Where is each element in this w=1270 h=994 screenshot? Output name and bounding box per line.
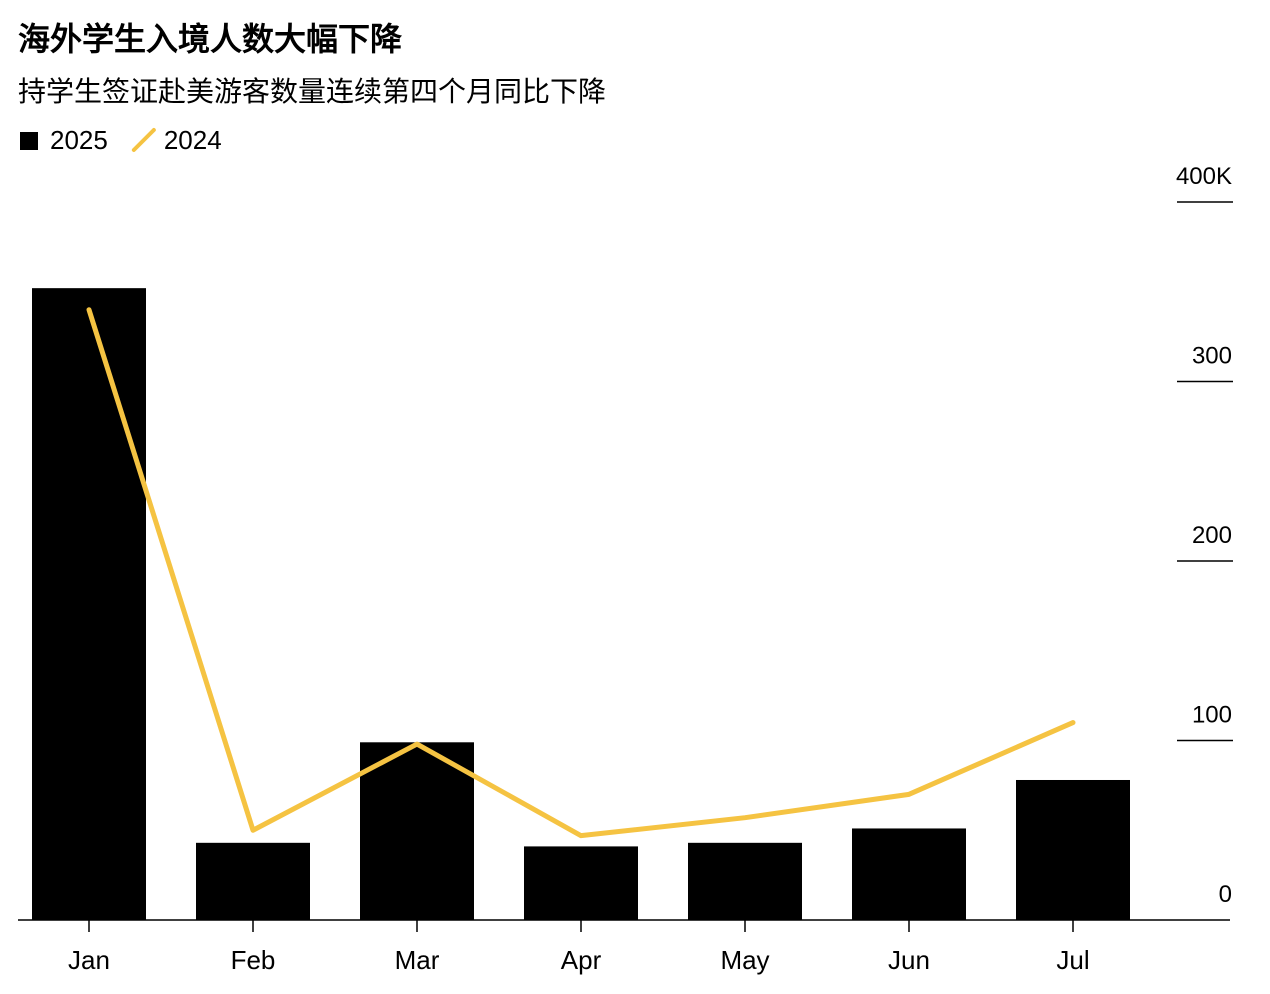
x-tick-label: Jan [68,945,110,975]
x-tick-label: Feb [231,945,276,975]
legend-label: 2024 [164,125,222,155]
bar [524,846,638,920]
legend-swatch [20,132,38,150]
y-tick-label: 200 [1192,522,1232,549]
bar [1016,779,1130,920]
legend-label: 2025 [50,125,108,155]
line [86,307,1076,839]
y-tick-label: 300 [1192,343,1232,370]
y-tick-label: 400K [1176,163,1232,190]
x-tick-label: Jul [1056,945,1089,975]
y-tick-label: 100 [1192,702,1232,729]
x-tick-label: Apr [561,945,602,975]
chart-title: 海外学生入境人数大幅下降 [18,21,403,57]
x-tick-label: May [720,945,769,975]
x-tick-label: Mar [395,945,440,975]
bar [852,828,966,920]
chart-subtitle: 持学生签证赴美游客数量连续第四个月同比下降 [18,76,606,107]
x-tick-label: Jun [888,945,930,975]
bar [688,842,802,920]
bar [32,288,146,920]
bar [196,842,310,920]
legend-swatch [131,128,156,152]
bar [360,742,474,920]
y-tick-label: 0 [1219,881,1232,908]
